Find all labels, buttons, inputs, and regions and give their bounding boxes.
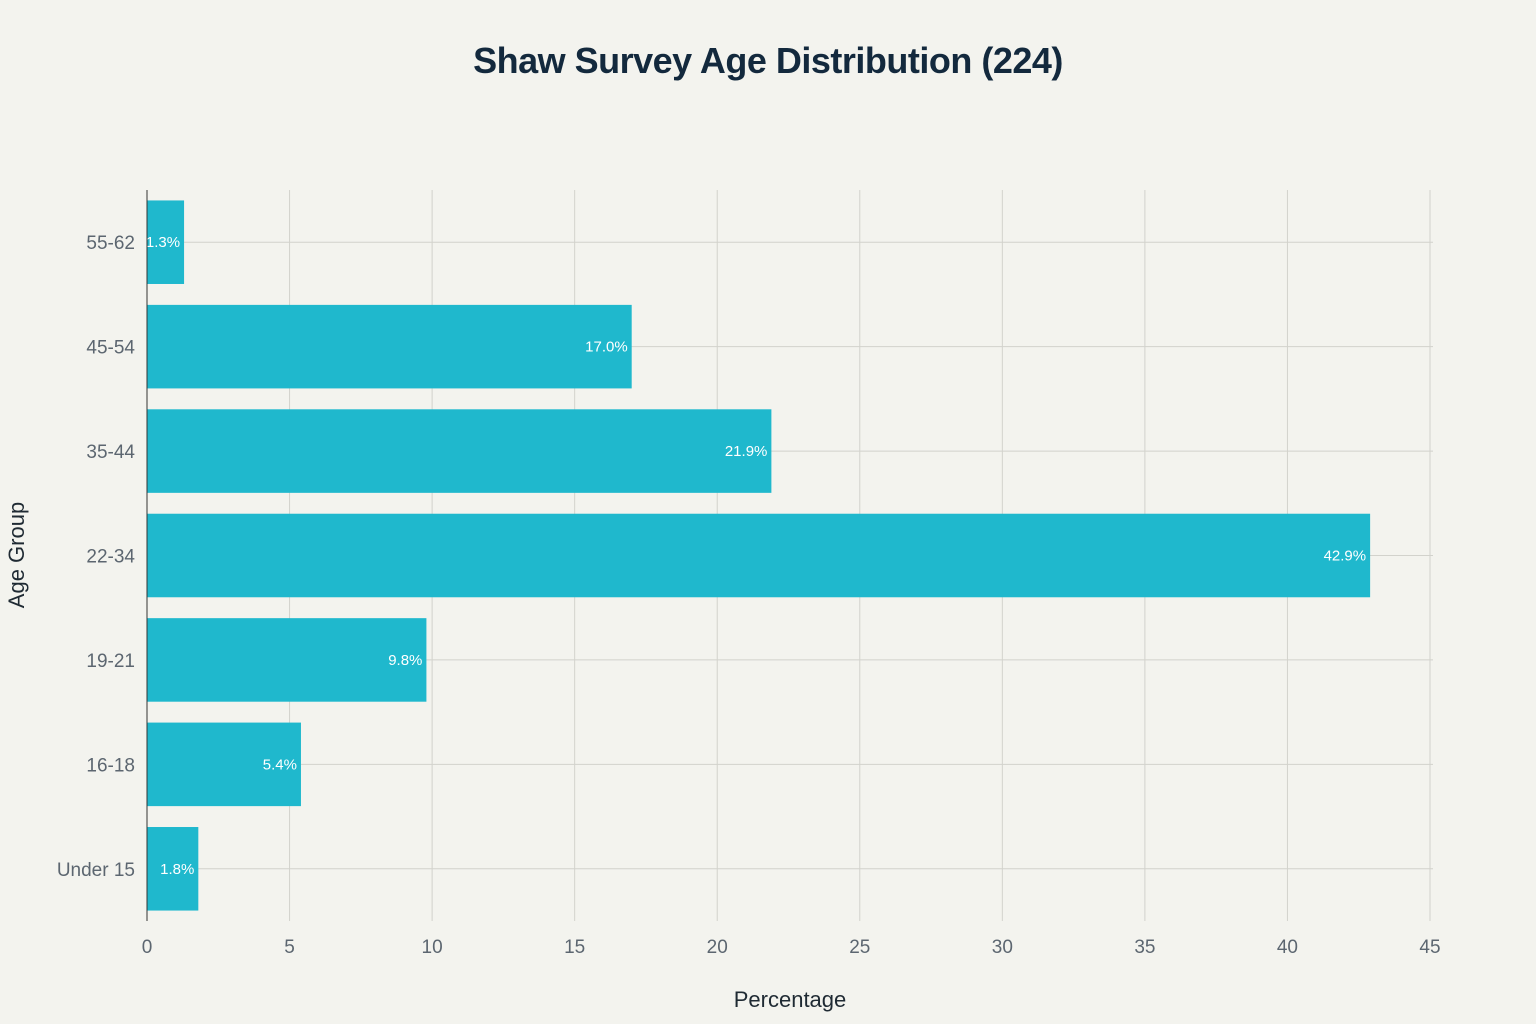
x-axis-title: Percentage bbox=[734, 987, 847, 1012]
y-tick-label: Under 15 bbox=[57, 860, 135, 881]
y-tick-label: 19-21 bbox=[86, 651, 135, 672]
x-tick-label: 15 bbox=[564, 937, 585, 958]
x-tick-label: 10 bbox=[422, 937, 443, 958]
bar-data-label: 9.8% bbox=[388, 652, 422, 669]
bars-layer: 1.8% 5.4% 9.8% 42.9% 21.9% 17.0% 1.3% bbox=[146, 200, 1371, 911]
x-tick-label: 30 bbox=[992, 937, 1013, 958]
bar bbox=[147, 827, 199, 911]
bar bbox=[147, 409, 772, 493]
bar-data-label: 21.9% bbox=[725, 443, 768, 460]
x-tick-label: 40 bbox=[1277, 937, 1298, 958]
axis-layer: 0 5 10 15 20 25 30 35 40 45 Under 15 16-18 19-21 22-3… bbox=[57, 190, 1441, 958]
bar bbox=[147, 513, 1371, 598]
y-tick-label: 22-34 bbox=[86, 547, 135, 568]
bar bbox=[147, 304, 632, 389]
y-tick-label: 35-44 bbox=[86, 442, 135, 463]
bar bbox=[147, 618, 427, 702]
bar-data-label: 1.3% bbox=[146, 234, 180, 251]
bar-data-label: 42.9% bbox=[1324, 548, 1367, 565]
bar-data-label: 1.8% bbox=[160, 861, 194, 878]
x-tick-label: 0 bbox=[142, 937, 153, 958]
x-tick-label: 20 bbox=[707, 937, 728, 958]
x-tick-label: 5 bbox=[284, 937, 295, 958]
bar bbox=[147, 722, 301, 807]
y-tick-label: 55-62 bbox=[86, 233, 135, 254]
y-tick-label: 45-54 bbox=[86, 338, 135, 359]
y-tick-label: 16-18 bbox=[86, 755, 135, 776]
x-tick-label: 35 bbox=[1134, 937, 1155, 958]
chart-title: Shaw Survey Age Distribution (224) bbox=[473, 40, 1063, 81]
bar-data-label: 5.4% bbox=[263, 756, 297, 773]
x-tick-label: 45 bbox=[1419, 937, 1440, 958]
bar-data-label: 17.0% bbox=[585, 339, 628, 356]
y-axis-title: Age Group bbox=[4, 502, 29, 608]
x-tick-label: 25 bbox=[849, 937, 870, 958]
bar bbox=[147, 200, 185, 284]
